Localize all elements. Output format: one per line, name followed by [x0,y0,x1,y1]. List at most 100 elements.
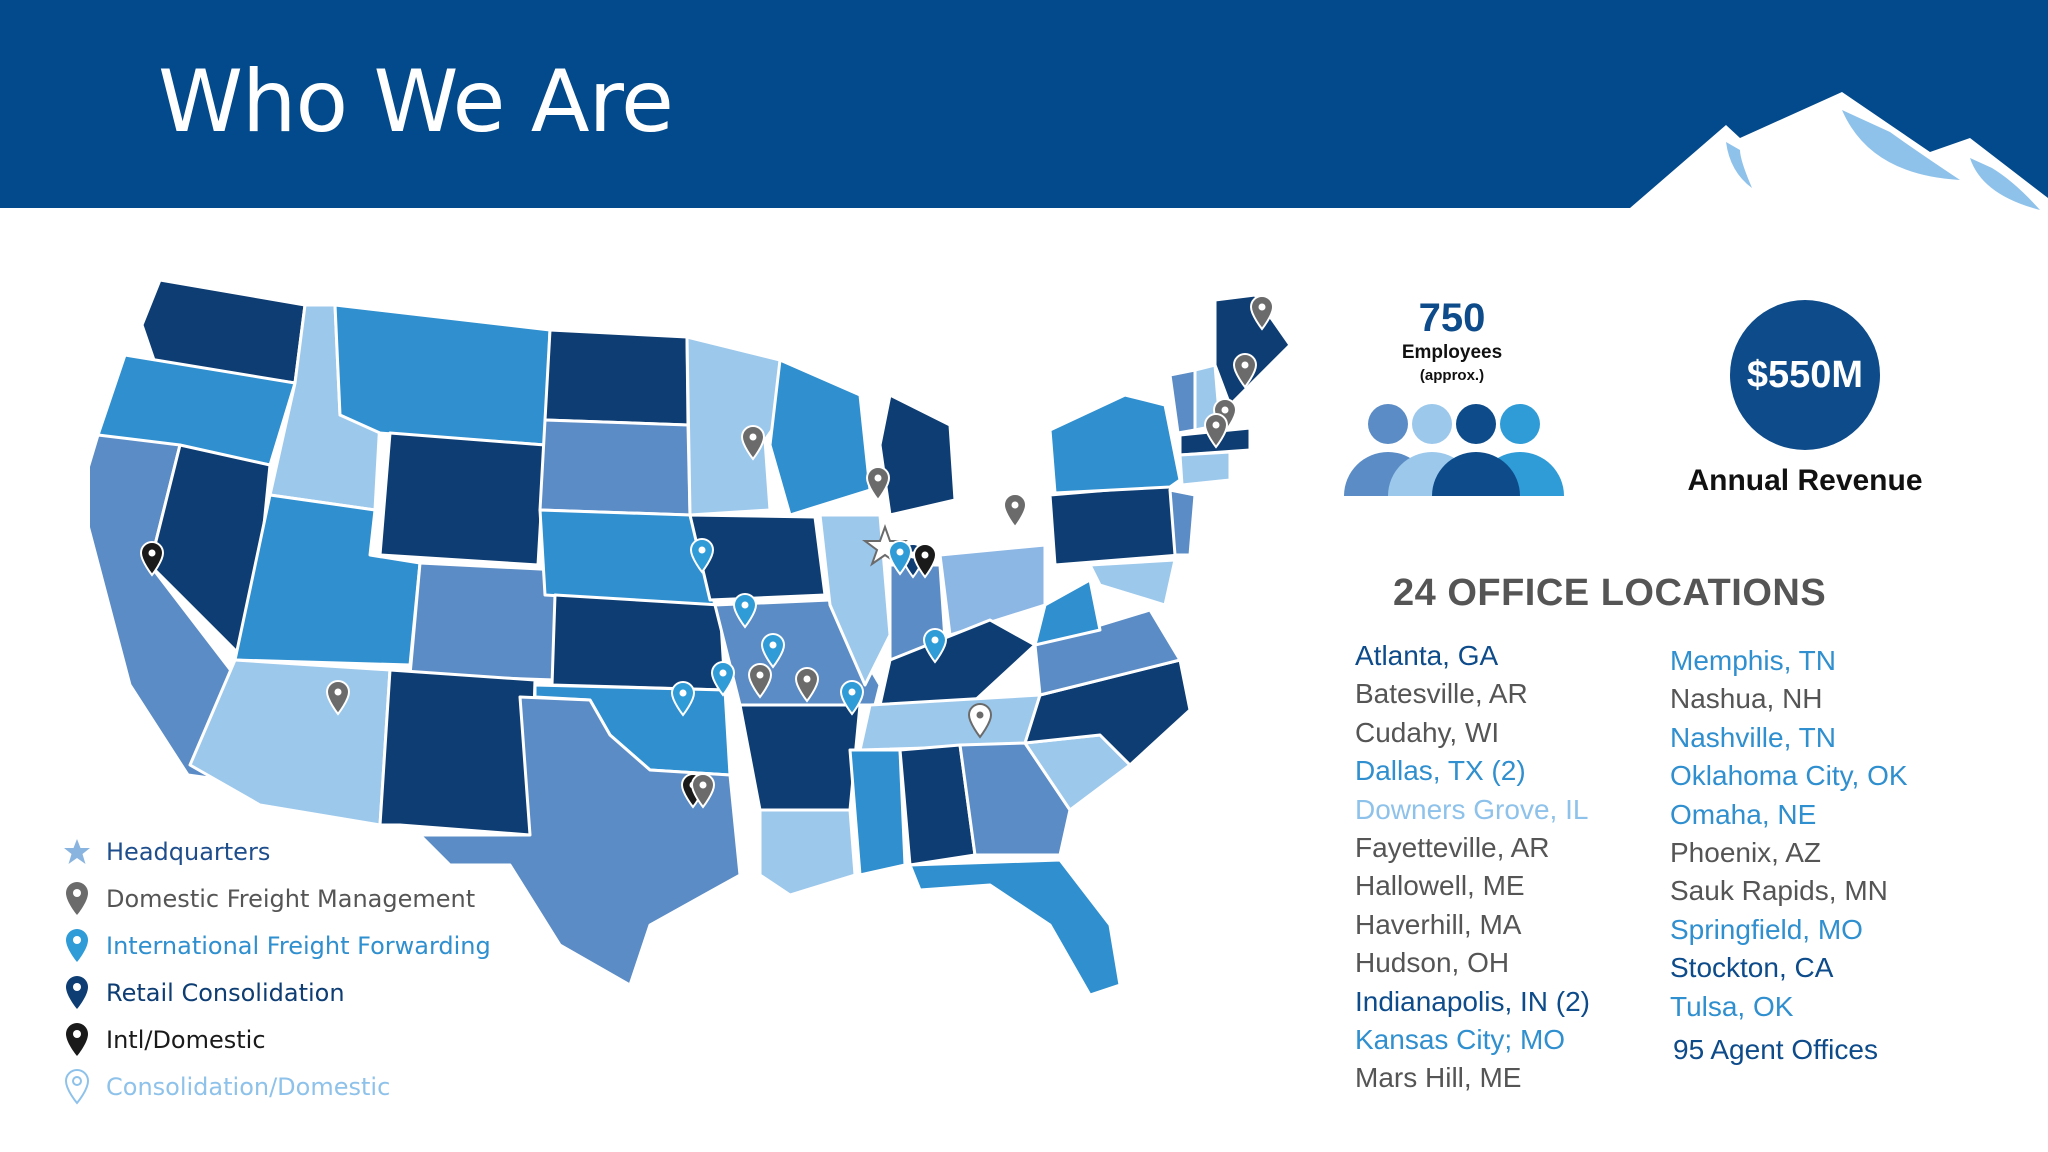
pin-fayetteville [747,663,773,699]
revenue-circle: $550M [1730,300,1880,450]
header-banner: Who We Are [0,0,2048,220]
pin-nashville [922,628,948,664]
state-south-dakota [538,418,692,517]
pin-oklahoma-city [670,681,696,717]
state-illinois [818,513,892,687]
employee-label: Employees [1401,342,1503,363]
navy-pin-icon [66,975,88,1009]
state-florida [908,858,1122,997]
legend-label: International Freight Forwarding [106,931,491,960]
black-pin-icon [66,1022,88,1056]
pin-haverhill [1203,413,1229,449]
state-new-jersey [1168,488,1197,557]
state-colorado [408,561,562,682]
state-michigan [878,393,957,517]
legend-item-consolidation-domestic: Consolidation/Domestic [62,1063,491,1110]
state-wisconsin [768,358,872,517]
state-montana [333,303,552,447]
office-location: Indianapolis, IN (2) [1355,985,1591,1017]
pin-kansas-city [732,593,758,629]
state-arkansas [738,703,862,812]
star-icon [64,838,90,864]
office-location: Hallowell, ME [1355,870,1525,902]
state-maine [1213,293,1292,407]
state-new-york [1048,393,1182,495]
state-west-virginia [1033,578,1102,647]
state-pennsylvania [1048,483,1182,567]
office-location: Mars Hill, ME [1355,1062,1522,1094]
outline-pin-icon [64,1068,90,1105]
pin-atlanta [967,703,993,739]
pin-cudahy [865,466,891,502]
office-location: Cudahy, WI [1355,716,1500,748]
office-location: Springfield, MO [1670,913,1863,945]
legend-label: Domestic Freight Management [106,884,476,913]
mountain-logo [1630,92,2048,220]
employee-note: (approx.) [1419,367,1485,384]
office-location: Haverhill, MA [1355,908,1522,940]
people-icon [1344,404,1564,496]
legend-label: Consolidation/Domestic [106,1072,391,1101]
pin-memphis [839,680,865,716]
pin-mars-hill [1249,295,1275,331]
office-list-column-2: Memphis, TN Nashua, NH Nashville, TN Okl… [1670,642,1908,1026]
legend-label: Intl/Domestic [106,1025,266,1054]
office-location: Hudson, OH [1355,947,1510,979]
page-title: Who We Are [158,52,674,152]
legend-item-retail-consolidation: Retail Consolidation [62,969,491,1016]
legend-item-domestic-freight: Domestic Freight Management [62,875,491,922]
state-north-dakota [543,328,690,427]
legend-item-intl-domestic: Intl/Domestic [62,1016,491,1063]
pin-indianapolis-3 [887,540,913,576]
state-kansas [550,593,727,692]
legend-item-international-freight: International Freight Forwarding [62,922,491,969]
state-texas [418,695,742,987]
office-location: Fayetteville, AR [1355,831,1550,863]
office-location: Nashville, TN [1670,721,1836,753]
employee-count: 750 [1418,296,1486,340]
office-location: Kansas City; MO [1355,1023,1566,1055]
pin-dallas-2 [690,773,716,809]
gray-pin-icon [66,881,88,915]
map-legend: Headquarters Domestic Freight Management… [62,828,491,1110]
office-location: Memphis, TN [1670,645,1836,676]
light-blue-pin-icon [66,928,88,962]
office-location: Sauk Rapids, MN [1670,875,1888,907]
location-pins [139,295,1275,809]
state-maryland [1088,558,1177,607]
legend-label: Headquarters [106,837,271,866]
pin-tulsa [710,661,736,697]
office-location: Atlanta, GA [1355,640,1499,671]
pin-sauk-rapids [740,425,766,461]
office-location: Omaha, NE [1670,798,1817,830]
us-map [90,278,1292,997]
state-kentucky [878,618,1037,707]
office-location: Stockton, CA [1670,952,1834,984]
pin-hallowell [1232,353,1258,389]
pin-omaha [689,538,715,574]
legend-item-headquarters: Headquarters [62,828,491,875]
state-mississippi [848,748,907,877]
revenue-label: Annual Revenue [1687,464,1923,497]
state-nebraska [538,508,717,607]
agent-offices: 95 Agent Offices [1673,1034,1878,1065]
revenue-value: $550M [1746,353,1864,396]
office-location: Tulsa, OK [1670,990,1794,1022]
legend-label: Retail Consolidation [106,978,345,1007]
pin-stockton [139,541,165,577]
state-virginia [1033,608,1182,697]
state-vermont [1168,368,1197,435]
pin-hudson [1002,493,1028,529]
office-location: Dallas, TX (2) [1355,755,1526,787]
office-location: Oklahoma City, OK [1670,760,1908,792]
office-list-column-1: Atlanta, GA Batesville, AR Cudahy, WI Da… [1355,637,1590,1098]
pin-indianapolis-2 [912,543,938,579]
state-wyoming [378,431,547,567]
office-location: Nashua, NH [1670,683,1823,715]
office-location: Phoenix, AZ [1670,836,1821,868]
office-location: Downers Grove, IL [1355,793,1589,825]
state-tennessee [858,693,1042,752]
office-location: Batesville, AR [1355,678,1528,710]
state-connecticut [1178,450,1232,487]
state-new-mexico [378,668,537,837]
